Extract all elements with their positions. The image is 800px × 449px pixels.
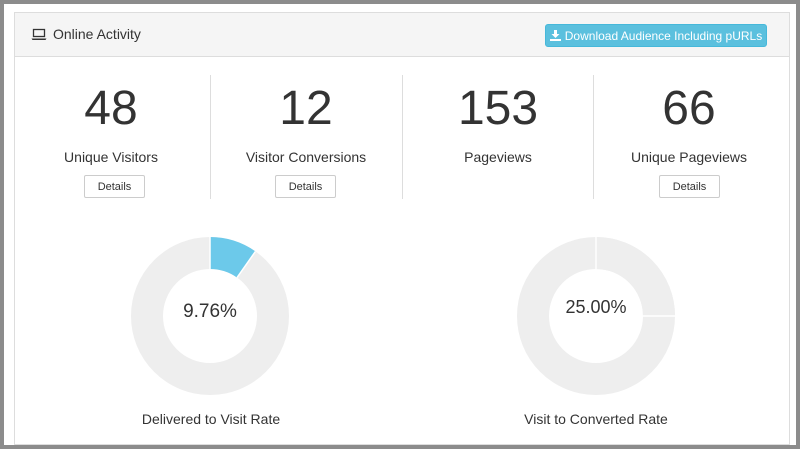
unique-pageviews-details-button[interactable]: Details <box>659 175 720 198</box>
panel-header: Online Activity Download Audience Includ… <box>15 13 789 57</box>
stat-divider <box>402 75 403 199</box>
donut-separator <box>236 250 257 278</box>
download-audience-button[interactable]: Download Audience Including pURLs <box>545 24 767 47</box>
download-audience-label: Download Audience Including pURLs <box>564 28 763 43</box>
stat-divider <box>210 75 211 199</box>
stat-value: 66 <box>662 82 716 135</box>
stat-label: Unique Visitors <box>64 149 158 165</box>
stat-pageviews: 153 Pageviews <box>402 73 594 199</box>
stat-value: 48 <box>84 82 138 135</box>
laptop-icon <box>31 27 47 41</box>
stat-unique-visitors: 48 Unique Visitors Details <box>15 73 207 199</box>
visit-to-converted-donut-svg <box>517 237 675 395</box>
stat-value: 153 <box>457 82 539 135</box>
stats-row: 48 Unique Visitors Details 12 Visitor Co… <box>15 73 789 201</box>
donut-fill <box>595 237 675 317</box>
stat-divider <box>593 75 594 199</box>
donut-fill <box>209 237 256 278</box>
delivered-to-visit-rate-label: Delivered to Visit Rate <box>141 411 281 427</box>
stat-label: Unique Pageviews <box>631 149 747 165</box>
visit-to-converted-rate-label: Visit to Converted Rate <box>524 411 668 427</box>
unique-visitors-details-button[interactable]: Details <box>84 175 145 198</box>
donut-percent-label: 25.00% <box>565 297 627 317</box>
donut-percent-label: 9.76% <box>183 301 237 322</box>
stat-value: 12 <box>279 82 333 135</box>
stat-unique-pageviews: 66 Unique Pageviews Details <box>593 73 785 199</box>
panel-title-text: Online Activity <box>53 26 141 42</box>
visitor-conversions-details-button[interactable]: Details <box>275 175 336 198</box>
stat-label: Pageviews <box>464 149 532 165</box>
panel-title: Online Activity <box>31 26 141 42</box>
visit-to-converted-donut: 25.00% <box>511 231 681 401</box>
stat-visitor-conversions: 12 Visitor Conversions Details <box>210 73 402 199</box>
delivered-to-visit-donut-svg <box>131 237 289 395</box>
delivered-to-visit-donut: 9.76% <box>125 231 295 401</box>
download-icon <box>549 30 561 41</box>
online-activity-panel: Online Activity Download Audience Includ… <box>14 12 790 445</box>
stat-label: Visitor Conversions <box>245 149 367 165</box>
